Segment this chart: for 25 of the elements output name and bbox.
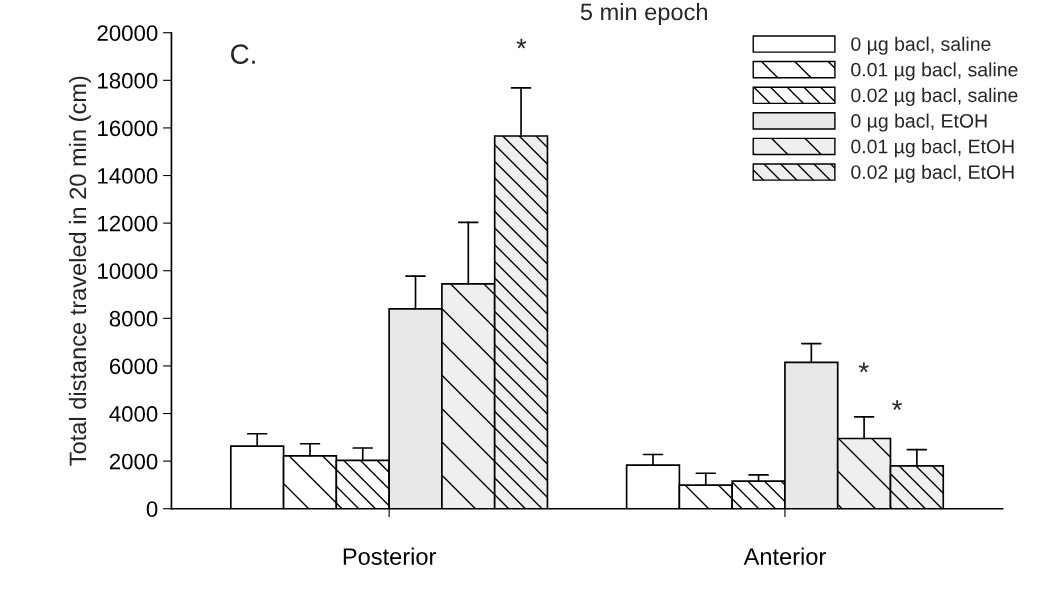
annotation: * xyxy=(892,400,903,410)
y-tick-label: 4000 xyxy=(109,406,158,422)
y-tick-label: 0 xyxy=(146,501,158,517)
y-tick-label: 20000 xyxy=(97,25,158,41)
y-tick-label: 18000 xyxy=(98,72,158,89)
y-tick-label: 10000 xyxy=(98,263,158,279)
chart-title: 5 min epoch xyxy=(580,2,707,25)
y-tick-label: 12000 xyxy=(98,215,158,232)
annotation: C. xyxy=(231,44,255,64)
annotation: * xyxy=(858,362,869,373)
legend-label: 0 µg bacl, saline xyxy=(851,36,991,55)
legend-label: 0 µg bacl, EtOH xyxy=(851,113,987,132)
x-tick-label: Anterior xyxy=(743,547,826,565)
legend-label: 0.02 µg bacl, saline xyxy=(851,87,1018,106)
legend-label: 0.01 µg bacl, EtOH xyxy=(851,139,1014,158)
x-tick-label: Posterior xyxy=(343,547,436,565)
y-tick-label: 14000 xyxy=(98,168,158,184)
y-tick-label: 16000 xyxy=(98,120,158,137)
annotation: * xyxy=(516,38,527,49)
y-tick-label: 8000 xyxy=(109,310,158,327)
y-tick-label: 6000 xyxy=(109,358,158,375)
legend-label: 0.01 µg bacl, saline xyxy=(851,62,1018,81)
y-axis-title: Total distance traveled in 20 min (cm) xyxy=(68,76,91,466)
y-tick-label: 2000 xyxy=(109,453,158,470)
legend-label: 0.02 µg bacl, EtOH xyxy=(851,164,1014,183)
